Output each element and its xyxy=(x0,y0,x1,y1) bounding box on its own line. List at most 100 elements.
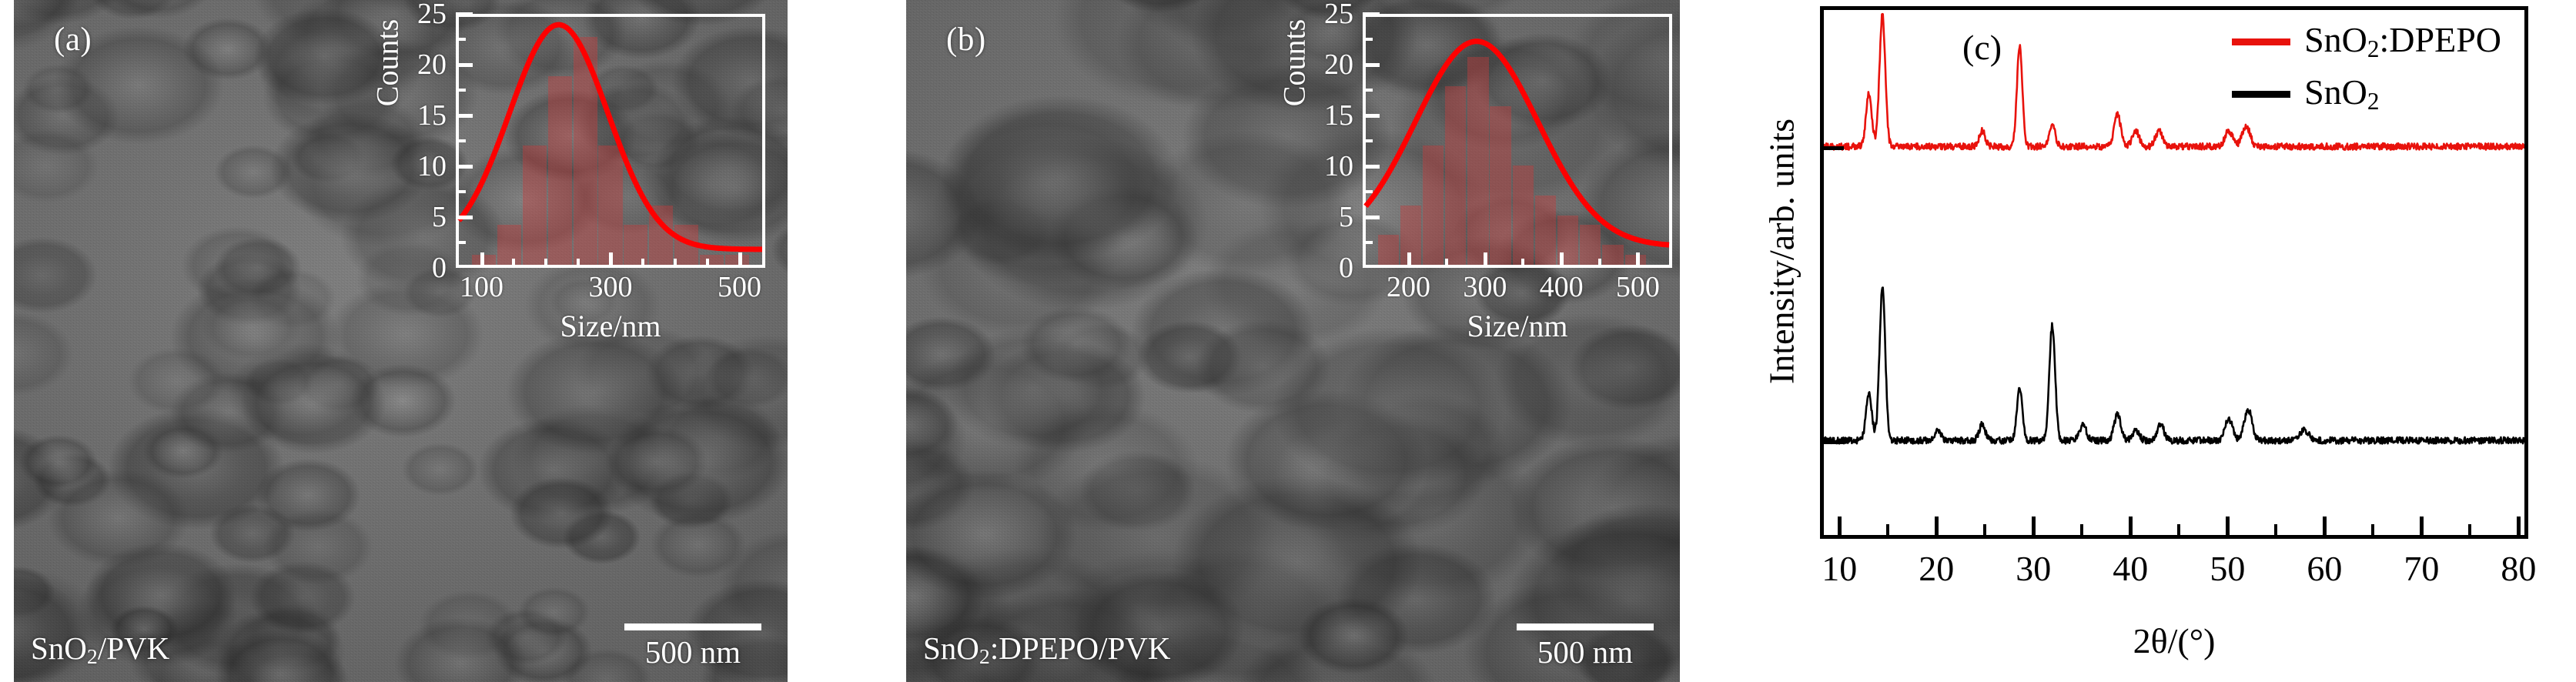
xrd-xtick-mark xyxy=(2323,517,2327,535)
inset-xtick-minor xyxy=(641,259,644,268)
inset-ytick-label: 15 xyxy=(1324,99,1353,132)
histogram-bar xyxy=(1512,165,1534,265)
xrd-xtick-mark xyxy=(2517,517,2521,535)
inset-ytick-label: 25 xyxy=(1324,0,1353,30)
histogram-bar xyxy=(472,255,497,265)
inset-ytick-minor xyxy=(456,241,466,244)
inset-b-ylabel: Counts xyxy=(1276,18,1312,107)
inset-b-xtick-labels: 200 300 400 500 xyxy=(1363,271,1672,309)
panel-tag-b: (b) xyxy=(946,22,986,58)
inset-xtick-minor xyxy=(1597,259,1601,268)
inset-ytick-mark xyxy=(456,114,473,118)
inset-ytick-mark xyxy=(456,165,473,169)
xrd-xtick-label: 70 xyxy=(2404,549,2440,588)
sem-grain-texture xyxy=(906,0,1680,682)
sem-panel-a: (a) SnO2/PVK 500 nm xyxy=(14,0,788,682)
inset-a-ylabel: Counts xyxy=(370,18,405,107)
histogram-bar xyxy=(1467,56,1489,265)
inset-ytick-label: 25 xyxy=(417,0,447,30)
sample-label-a-sub: 2 xyxy=(86,645,98,670)
inset-xtick-minor xyxy=(1521,259,1525,268)
inset-xtick-label: 400 xyxy=(1539,271,1584,303)
xrd-xtick-label: 30 xyxy=(2016,549,2052,588)
xrd-xtick-minor xyxy=(2080,524,2084,535)
sem-grain-texture xyxy=(14,0,788,682)
legend-1-main: SnO xyxy=(2304,72,2367,112)
inset-xtick-mark xyxy=(1407,252,1411,268)
histogram-bar xyxy=(624,225,648,265)
inset-xtick-minor xyxy=(705,259,709,268)
legend-0-tail: :DPEPO xyxy=(2379,20,2501,59)
inset-ytick-minor xyxy=(1363,190,1373,193)
inset-ytick-mark xyxy=(1363,216,1380,219)
sample-label-a-main: SnO xyxy=(31,630,87,666)
xrd-xtick-label: 20 xyxy=(1919,549,1955,588)
inset-a-ytick-labels: 0 5 10 15 20 25 xyxy=(339,0,453,282)
scalebar-a: 500 nm xyxy=(624,623,761,668)
xrd-legend: SnO2:DPEPO SnO2 xyxy=(2232,22,2501,113)
xrd-xtick-label: 60 xyxy=(2307,549,2343,588)
inset-xtick-mark xyxy=(1636,252,1641,268)
xrd-xtick-mark xyxy=(2420,517,2424,535)
inset-b-curve xyxy=(1366,17,1669,261)
inset-ytick-label: 15 xyxy=(417,99,447,132)
inset-xtick-label: 500 xyxy=(718,271,761,303)
inset-b-plot-area xyxy=(1363,14,1672,268)
xrd-xtick-label: 40 xyxy=(2113,549,2149,588)
xrd-xtick-minor xyxy=(2371,524,2375,535)
xrd-xtick-label: 80 xyxy=(2501,549,2537,588)
inset-a-xtick-labels: 100 300 500 xyxy=(456,271,765,309)
histogram-bar xyxy=(547,76,572,265)
inset-a-curve xyxy=(459,17,762,261)
xrd-ytick-mark xyxy=(1824,440,1844,445)
sem-vignette xyxy=(906,0,1680,682)
panel-tag-c: (c) xyxy=(1962,28,2002,67)
xrd-panel-c: Intensity/arb. units (c) SnO2:DPEPO SnO2… xyxy=(1718,0,2576,682)
legend-item-sno2-dpepo: SnO2:DPEPO xyxy=(2232,22,2501,61)
sample-label-a: SnO2/PVK xyxy=(31,633,169,668)
xrd-xtick-minor xyxy=(2468,524,2472,535)
inset-b-ytick-labels: 0 5 10 15 20 25 xyxy=(1246,0,1360,282)
legend-0-sub: 2 xyxy=(2367,35,2380,62)
inset-ytick-mark xyxy=(1363,114,1380,118)
xrd-ytick-mark xyxy=(1824,146,1844,151)
inset-ytick-label: 20 xyxy=(417,48,447,81)
scalebar-b: 500 nm xyxy=(1517,623,1654,668)
scalebar-text-a: 500 nm xyxy=(644,634,741,670)
panel-tag-a: (a) xyxy=(54,22,92,58)
xrd-xtick-minor xyxy=(1983,524,1987,535)
inset-ytick-minor xyxy=(1363,89,1373,92)
inset-xtick-mark xyxy=(1560,252,1564,268)
inset-ytick-mark xyxy=(456,12,473,16)
legend-label-sno2-dpepo: SnO2:DPEPO xyxy=(2304,20,2501,62)
inset-ytick-minor xyxy=(456,89,466,92)
scalebar-text-b: 500 nm xyxy=(1537,634,1634,670)
inset-xtick-mark xyxy=(1483,252,1487,268)
sample-label-b-tail: :DPEPO/PVK xyxy=(989,630,1171,666)
legend-0-main: SnO xyxy=(2304,20,2367,59)
inset-ytick-mark xyxy=(1363,165,1380,169)
inset-xtick-minor xyxy=(1445,259,1449,268)
xrd-xtick-minor xyxy=(1886,524,1890,535)
inset-ytick-label: 5 xyxy=(1339,201,1353,233)
xrd-xtick-mark xyxy=(1838,517,1842,535)
sample-label-a-tail: /PVK xyxy=(97,630,170,666)
sem-noise-overlay xyxy=(14,0,788,682)
gaussian-fit-curve xyxy=(459,25,762,249)
inset-xtick-minor xyxy=(673,259,677,268)
inset-xtick-label: 500 xyxy=(1615,271,1660,303)
xrd-xtick-mark xyxy=(2129,517,2133,535)
inset-ytick-label: 20 xyxy=(1324,48,1353,81)
sample-label-b-main: SnO xyxy=(923,630,979,666)
inset-xtick-label: 200 xyxy=(1387,271,1431,303)
histogram-bar xyxy=(1490,105,1511,265)
xrd-traces xyxy=(1824,10,2524,535)
histogram-bar xyxy=(1602,245,1624,265)
inset-a-plot-area xyxy=(456,14,765,268)
inset-xtick-label: 300 xyxy=(1463,271,1507,303)
inset-ytick-label: 10 xyxy=(1324,150,1353,182)
xrd-xlabel: 2θ/(°) xyxy=(2133,621,2216,660)
inset-xtick-mark xyxy=(609,252,613,268)
legend-label-sno2: SnO2 xyxy=(2304,72,2379,114)
